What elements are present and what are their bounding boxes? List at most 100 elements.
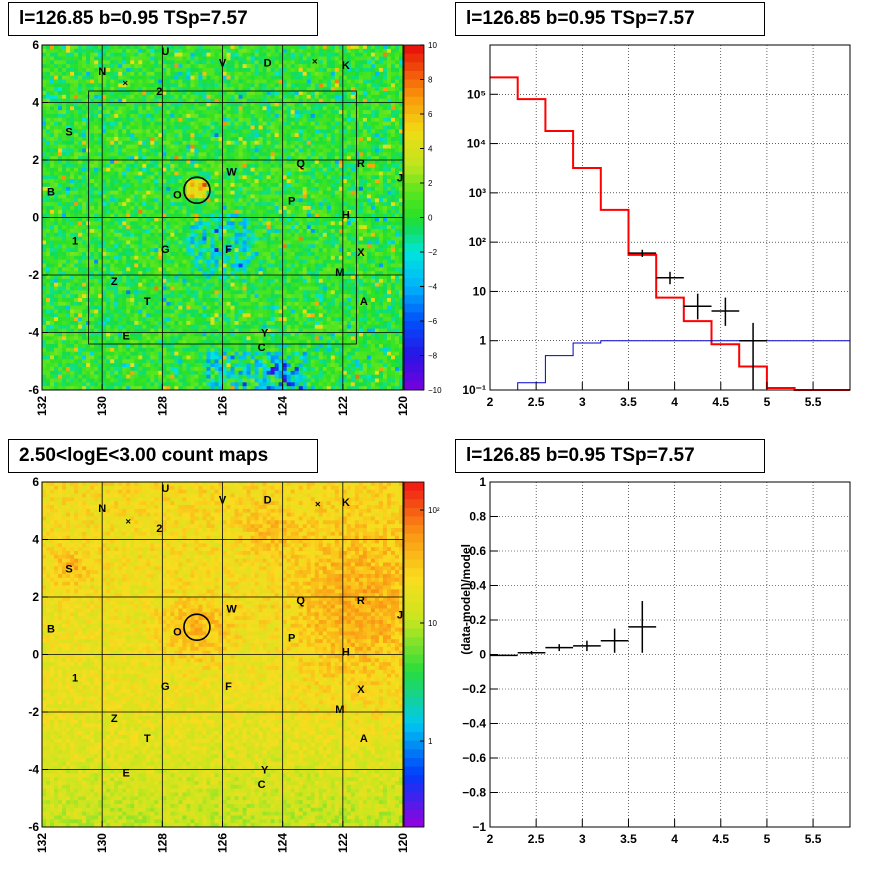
- y-tick-label: 10⁵: [467, 87, 486, 101]
- y-tick-label: −0.2: [462, 682, 486, 696]
- source-label: Z: [111, 713, 118, 725]
- source-label: P: [288, 195, 295, 207]
- panel-title-top-left: l=126.85 b=0.95 TSp=7.57: [8, 2, 318, 36]
- y-tick-label: −0.4: [462, 717, 486, 731]
- source-label: B: [47, 187, 55, 199]
- panel-title-top-right: l=126.85 b=0.95 TSp=7.57: [455, 2, 765, 36]
- y-tick-label: −1: [472, 820, 486, 834]
- colorbar-tick-label: −6: [428, 317, 438, 326]
- source-label: A: [360, 296, 368, 308]
- colorbar-tick-label: 10: [428, 41, 437, 50]
- spectrum-frame: [489, 44, 851, 391]
- x-tick-label: 122: [336, 833, 350, 853]
- source-label: G: [161, 244, 170, 256]
- colorbar-tick-label: 8: [428, 76, 433, 85]
- x-tick-label: 2.5: [528, 395, 545, 409]
- x-tick-label: 2: [487, 395, 494, 409]
- source-label: 1: [72, 236, 78, 248]
- y-tick-label: -6: [28, 383, 39, 397]
- x-tick-label: 2: [487, 832, 494, 846]
- y-axis-label: (data-model)/model: [459, 544, 473, 655]
- y-tick-label: 1: [479, 334, 486, 348]
- x-tick-label: 126: [216, 396, 230, 416]
- residual-map: [42, 45, 404, 391]
- source-label: J: [397, 609, 403, 621]
- y-tick-label: 6: [32, 38, 39, 52]
- panel-title-bottom-left: 2.50<logE<3.00 count maps: [8, 439, 318, 473]
- source-label: 2: [156, 86, 162, 98]
- x-tick-label: 5: [764, 832, 771, 846]
- source-label: F: [225, 244, 232, 256]
- x-tick-label: 5: [764, 395, 771, 409]
- x-tick-label: 4: [671, 832, 678, 846]
- colorbar-frame: [403, 481, 425, 828]
- x-tick-label: 124: [276, 396, 290, 416]
- source-label: H: [342, 647, 350, 659]
- colorbar-tick-label: −2: [428, 248, 438, 257]
- source-label: N: [98, 503, 106, 515]
- x-tick-label: 128: [155, 833, 169, 853]
- y-tick-label: 2: [32, 590, 39, 604]
- source-label: K: [342, 60, 350, 72]
- source-label: V: [219, 57, 227, 69]
- source-label: S: [65, 126, 72, 138]
- source-label: N: [98, 66, 106, 78]
- source-label: W: [226, 604, 237, 616]
- y-tick-label: −0.6: [462, 751, 486, 765]
- panel-title-bottom-right: l=126.85 b=0.95 TSp=7.57: [455, 439, 765, 473]
- source-label: U: [161, 483, 169, 495]
- marker-x: [122, 80, 128, 86]
- x-tick-label: 122: [336, 396, 350, 416]
- source-label: C: [258, 779, 266, 791]
- source-label: 2: [156, 523, 162, 535]
- y-tick-label: 0: [32, 648, 39, 662]
- colorbar-tick-label: 2: [428, 179, 433, 188]
- source-label: Y: [261, 328, 269, 340]
- source-label: Y: [261, 765, 269, 777]
- y-tick-label: 10²: [469, 235, 486, 249]
- y-tick-label: 6: [32, 475, 39, 489]
- y-tick-label: 10: [473, 284, 487, 298]
- source-label: T: [144, 296, 151, 308]
- source-label: R: [357, 158, 365, 170]
- count-map: [42, 482, 404, 828]
- source-label: E: [123, 767, 130, 779]
- source-label: U: [161, 46, 169, 58]
- x-tick-label: 128: [155, 396, 169, 416]
- x-tick-label: 4: [671, 395, 678, 409]
- spectrum-plot-area: [490, 45, 850, 390]
- source-label: C: [258, 342, 266, 354]
- x-tick-label: 4.5: [712, 395, 729, 409]
- marker-x: [312, 59, 318, 64]
- background-histogram: [490, 340, 850, 391]
- y-tick-label: 0.2: [469, 613, 486, 627]
- target-circle: [183, 176, 211, 204]
- source-label: V: [219, 494, 227, 506]
- x-tick-label: 3.5: [620, 395, 637, 409]
- source-label: W: [226, 167, 237, 179]
- x-tick-label: 3: [579, 395, 586, 409]
- source-label: K: [342, 497, 350, 509]
- y-tick-label: 0.4: [469, 579, 486, 593]
- y-tick-label: 10⁴: [467, 137, 486, 151]
- y-tick-label: 0: [32, 211, 39, 225]
- colorbar-residual: [404, 45, 424, 391]
- x-tick-label: 5.5: [805, 832, 822, 846]
- y-tick-label: 4: [32, 96, 39, 110]
- colorbar-tick-label: 10²: [428, 506, 440, 515]
- target-circle: [183, 613, 211, 641]
- source-label: Q: [296, 158, 305, 170]
- y-tick-label: -6: [28, 820, 39, 834]
- source-label: G: [161, 681, 170, 693]
- x-tick-label: 4.5: [712, 832, 729, 846]
- source-label: T: [144, 733, 151, 745]
- colorbar-tick-label: −8: [428, 352, 438, 361]
- y-tick-label: -4: [28, 763, 39, 777]
- source-label: X: [357, 684, 365, 696]
- x-tick-label: 126: [216, 833, 230, 853]
- source-label: S: [65, 563, 72, 575]
- x-tick-label: 3.5: [620, 832, 637, 846]
- source-label: O: [173, 190, 182, 202]
- source-label: D: [264, 494, 272, 506]
- source-label: M: [335, 704, 344, 716]
